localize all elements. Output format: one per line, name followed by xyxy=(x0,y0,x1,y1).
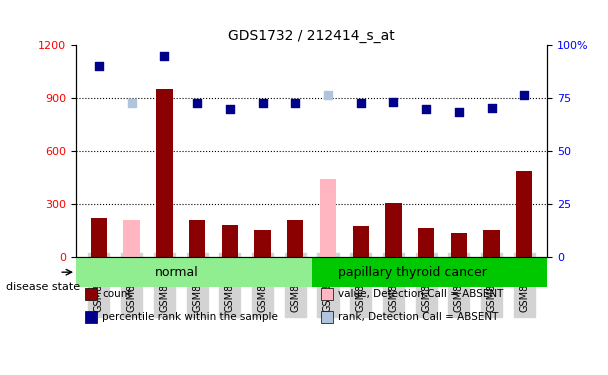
Point xyxy=(225,106,235,112)
Text: disease state: disease state xyxy=(6,282,80,292)
Point xyxy=(519,92,529,98)
Bar xyxy=(287,220,303,257)
Point xyxy=(389,99,398,105)
Bar xyxy=(156,89,173,257)
Point xyxy=(487,105,497,111)
FancyBboxPatch shape xyxy=(76,257,311,287)
Point xyxy=(126,100,136,106)
Text: value, Detection Call = ABSENT: value, Detection Call = ABSENT xyxy=(337,289,503,299)
Bar xyxy=(353,226,369,257)
Bar xyxy=(189,220,206,257)
Point xyxy=(192,100,202,106)
Bar xyxy=(321,311,333,323)
Point xyxy=(454,109,464,115)
Text: count: count xyxy=(102,289,131,299)
Point xyxy=(291,100,300,106)
Point xyxy=(356,100,365,106)
Bar xyxy=(418,228,434,257)
Bar xyxy=(85,311,97,323)
Title: GDS1732 / 212414_s_at: GDS1732 / 212414_s_at xyxy=(228,28,395,43)
FancyBboxPatch shape xyxy=(311,257,547,287)
Text: percentile rank within the sample: percentile rank within the sample xyxy=(102,312,278,322)
Bar xyxy=(254,230,271,257)
Bar xyxy=(320,180,336,257)
Bar xyxy=(123,220,140,257)
Point xyxy=(323,92,333,98)
Text: rank, Detection Call = ABSENT: rank, Detection Call = ABSENT xyxy=(337,312,498,322)
Text: papillary thyroid cancer: papillary thyroid cancer xyxy=(338,266,487,279)
Point xyxy=(159,53,169,58)
Bar xyxy=(85,288,97,300)
Bar xyxy=(483,230,500,257)
Point xyxy=(258,100,268,106)
Bar xyxy=(451,233,467,257)
Point xyxy=(421,106,431,112)
Text: normal: normal xyxy=(155,266,199,279)
Bar xyxy=(91,218,107,257)
Bar xyxy=(516,171,533,257)
Bar xyxy=(321,288,333,300)
Bar xyxy=(385,203,402,257)
Bar xyxy=(221,225,238,257)
Point xyxy=(94,63,104,69)
